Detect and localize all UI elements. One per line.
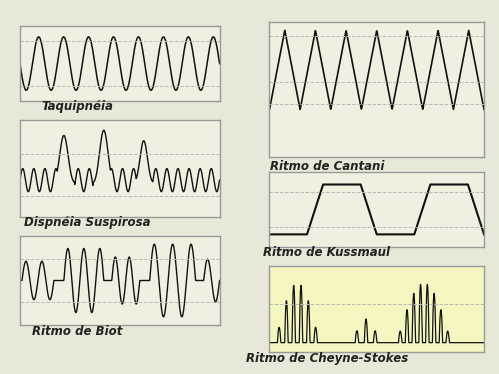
Text: Ritmo de Cantani: Ritmo de Cantani	[269, 160, 384, 173]
Text: Ritmo de Kussmaul: Ritmo de Kussmaul	[263, 246, 390, 259]
Text: Ritmo de Cheyne-Stokes: Ritmo de Cheyne-Stokes	[246, 352, 408, 365]
Text: Ritmo de Biot: Ritmo de Biot	[32, 325, 123, 338]
Text: Dispnéia Suspirosa: Dispnéia Suspirosa	[24, 216, 151, 229]
Text: Taquipnéia: Taquipnéia	[41, 100, 113, 113]
